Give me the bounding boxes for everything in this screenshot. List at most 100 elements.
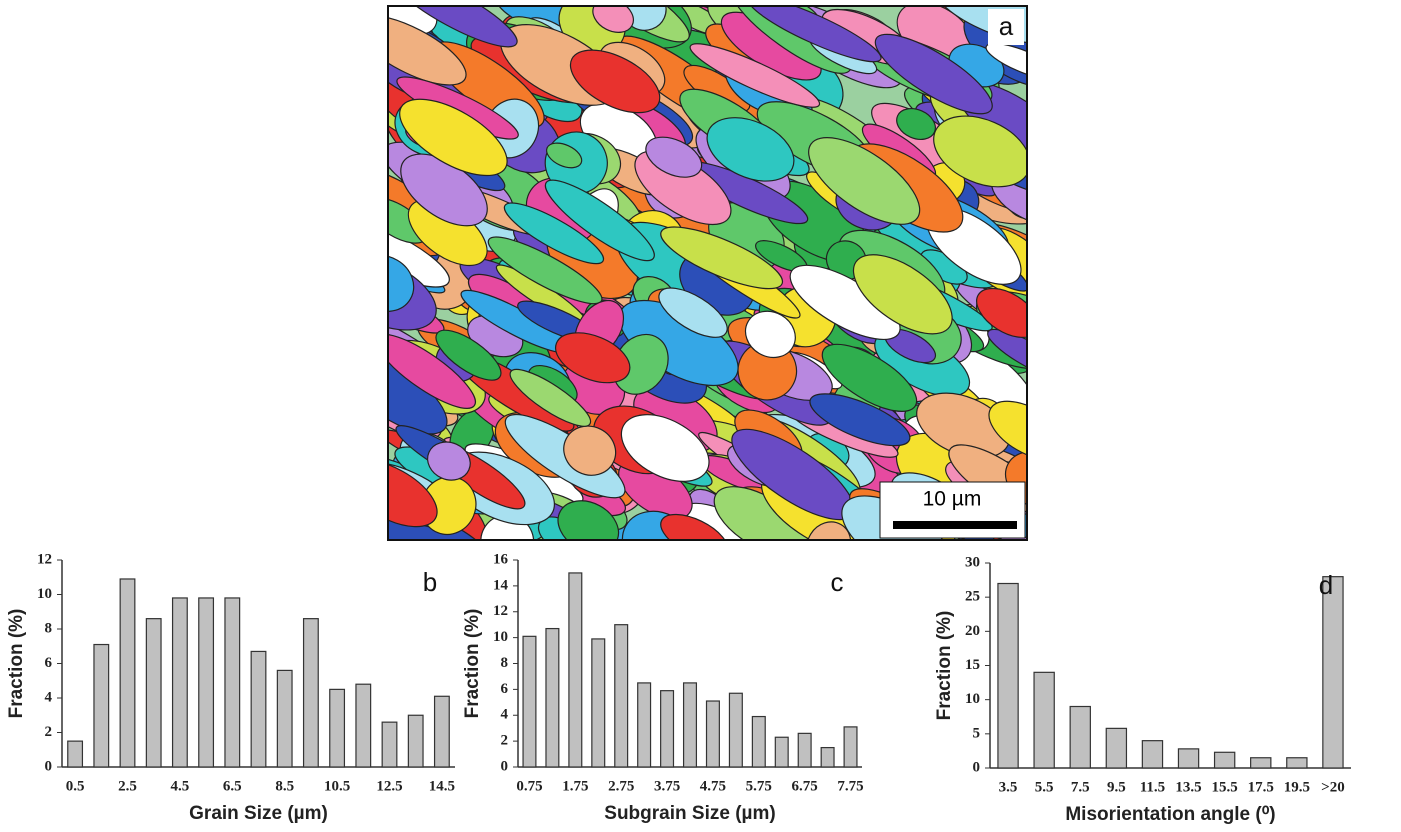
x-tick-label: 0.75 bbox=[516, 778, 542, 794]
x-tick-label: >20 bbox=[1321, 779, 1345, 795]
bar bbox=[250, 650, 267, 768]
grain bbox=[987, 328, 1026, 381]
bar bbox=[522, 635, 537, 768]
x-tick-label: 9.5 bbox=[1107, 779, 1126, 795]
grain bbox=[391, 7, 518, 48]
grain bbox=[806, 521, 852, 539]
bar bbox=[224, 597, 241, 768]
grain bbox=[706, 117, 795, 182]
bar bbox=[1213, 751, 1236, 769]
x-tick-label: 14.5 bbox=[429, 778, 455, 794]
y-tick-label: 4 bbox=[501, 707, 509, 723]
x-tick-label: 13.5 bbox=[1175, 779, 1201, 795]
y-tick-label: 10 bbox=[37, 586, 52, 602]
bar bbox=[355, 683, 372, 768]
x-axis-title: Misorientation angle (⁰) bbox=[1065, 804, 1275, 825]
bar bbox=[1322, 576, 1344, 769]
x-tick-label: 1.75 bbox=[562, 778, 588, 794]
grain bbox=[874, 33, 993, 115]
panel-label: d bbox=[1319, 570, 1333, 600]
bar bbox=[433, 695, 450, 768]
grain bbox=[658, 287, 728, 338]
bar bbox=[145, 618, 162, 768]
bar bbox=[407, 714, 424, 768]
x-tick-label: 2.75 bbox=[608, 778, 634, 794]
y-tick-label: 0 bbox=[501, 758, 509, 774]
bar bbox=[1069, 705, 1091, 769]
grain bbox=[389, 333, 477, 409]
y-tick-label: 30 bbox=[965, 554, 980, 570]
bar bbox=[1033, 671, 1055, 769]
y-tick-label: 4 bbox=[45, 689, 53, 705]
y-tick-label: 2 bbox=[501, 733, 509, 749]
grain bbox=[933, 115, 1026, 188]
grain bbox=[399, 98, 508, 177]
grain bbox=[546, 142, 583, 169]
grain bbox=[660, 226, 784, 290]
bar bbox=[171, 597, 188, 768]
y-axis-title: Fraction (%) bbox=[462, 609, 483, 719]
x-tick-label: 10.5 bbox=[324, 778, 350, 794]
x-tick-label: 15.5 bbox=[1212, 779, 1238, 795]
bar bbox=[751, 715, 766, 768]
bar bbox=[568, 572, 583, 768]
x-tick-label: 4.75 bbox=[700, 778, 726, 794]
bar bbox=[682, 682, 698, 768]
grain bbox=[645, 136, 703, 178]
grain bbox=[976, 287, 1026, 338]
y-tick-label: 10 bbox=[493, 629, 508, 645]
bar bbox=[797, 732, 812, 768]
bar bbox=[705, 700, 720, 768]
x-tick-label: 19.5 bbox=[1284, 779, 1310, 795]
grain bbox=[435, 329, 502, 381]
y-tick-label: 0 bbox=[973, 759, 981, 775]
grain bbox=[389, 14, 467, 86]
grain bbox=[487, 236, 603, 305]
bar bbox=[637, 682, 652, 768]
x-tick-label: 5.5 bbox=[1035, 779, 1054, 795]
grain bbox=[503, 202, 605, 265]
bar bbox=[1177, 748, 1200, 769]
panel-label: b bbox=[423, 567, 437, 597]
map-frame bbox=[387, 5, 1028, 541]
bar bbox=[93, 643, 110, 768]
x-tick-label: 4.5 bbox=[171, 778, 190, 794]
y-tick-label: 8 bbox=[45, 620, 53, 636]
bar bbox=[381, 721, 398, 768]
grain bbox=[744, 310, 796, 359]
bar bbox=[329, 688, 346, 768]
bar bbox=[820, 746, 835, 768]
y-tick-label: 6 bbox=[45, 655, 53, 671]
x-tick-label: 11.5 bbox=[1140, 779, 1165, 795]
y-axis-title: Fraction (%) bbox=[6, 609, 27, 719]
bar bbox=[591, 638, 606, 768]
x-tick-label: 6.75 bbox=[792, 778, 818, 794]
y-tick-label: 5 bbox=[973, 725, 981, 741]
y-tick-label: 0 bbox=[45, 758, 53, 774]
grain bbox=[620, 414, 710, 482]
grain bbox=[809, 393, 911, 447]
y-tick-label: 25 bbox=[965, 589, 980, 605]
x-axis-title: Grain Size (µm) bbox=[189, 803, 328, 824]
bar bbox=[1141, 740, 1164, 769]
bar bbox=[1105, 727, 1128, 769]
bar bbox=[614, 624, 629, 768]
bar bbox=[119, 578, 136, 768]
y-tick-label: 6 bbox=[501, 681, 509, 697]
grain bbox=[509, 368, 592, 427]
y-tick-label: 20 bbox=[965, 623, 980, 639]
bar bbox=[1286, 757, 1308, 769]
panel-label: c bbox=[831, 567, 844, 597]
grain bbox=[557, 500, 620, 539]
bar bbox=[276, 669, 293, 768]
grain bbox=[928, 7, 1026, 44]
grain bbox=[852, 254, 953, 335]
scale-text: 10 µm bbox=[923, 488, 982, 511]
y-tick-label: 14 bbox=[493, 577, 509, 593]
grain bbox=[555, 332, 631, 384]
x-tick-label: 2.5 bbox=[118, 778, 137, 794]
x-axis-title: Subgrain Size (µm) bbox=[604, 803, 775, 824]
y-tick-label: 10 bbox=[965, 691, 980, 707]
